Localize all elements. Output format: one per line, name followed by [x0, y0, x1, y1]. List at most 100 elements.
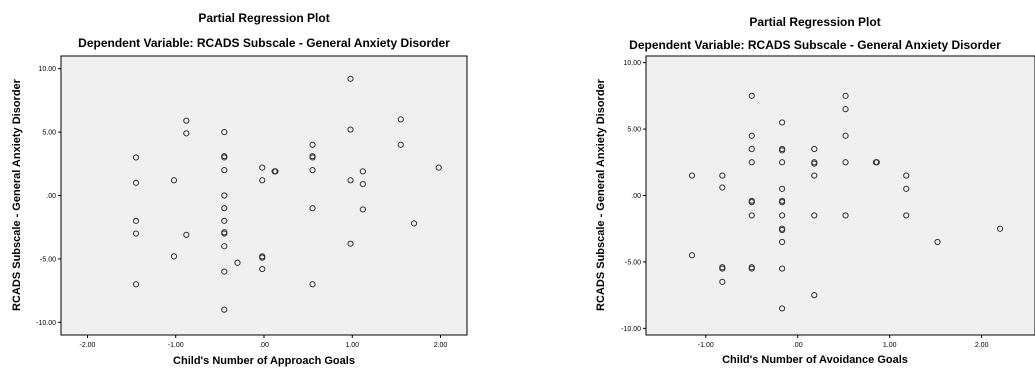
- data-point: [688, 252, 696, 259]
- data-point: [183, 130, 190, 137]
- axis-ticks: -1.00 .00 1.00 2.00 -10.00 -5.00 .00 5.00 10.00: [621, 60, 988, 349]
- data-points: [688, 92, 1004, 312]
- y-tick-label: .00: [631, 193, 641, 200]
- data-point: [347, 75, 354, 82]
- data-point: [183, 117, 190, 124]
- data-point: [132, 230, 140, 237]
- data-point: [748, 145, 755, 153]
- chart-title: Partial Regression Plot: [749, 15, 880, 29]
- data-point: [170, 177, 178, 184]
- chart-subtitle: Dependent Variable: RCADS Subscale - Gen…: [629, 38, 1001, 52]
- data-point: [359, 180, 366, 188]
- y-tick-label: 5.00: [42, 130, 56, 137]
- data-point: [811, 145, 818, 153]
- data-point: [719, 184, 726, 191]
- data-point: [842, 106, 849, 113]
- x-tick-label: .00: [259, 342, 269, 349]
- data-point: [259, 265, 266, 273]
- data-point: [779, 226, 786, 234]
- data-point: [779, 238, 786, 246]
- data-point: [347, 240, 354, 247]
- data-point: [221, 192, 228, 199]
- data-point: [842, 159, 849, 166]
- y-tick-label: 10.00: [623, 60, 641, 67]
- data-point: [934, 238, 941, 246]
- data-point: [132, 217, 140, 224]
- data-point: [221, 268, 228, 275]
- chart-panel-avoidance: Partial Regression Plot Dependent Variab…: [590, 0, 1035, 369]
- data-point: [903, 212, 910, 219]
- data-point: [688, 172, 696, 179]
- data-point: [748, 199, 755, 206]
- x-tick-label: 1.00: [345, 342, 359, 349]
- data-point: [779, 265, 786, 272]
- x-axis-title: Child's Number of Avoidance Goals: [722, 354, 908, 366]
- x-tick-label: .00: [793, 342, 803, 349]
- data-point: [779, 159, 786, 166]
- x-tick-label: 1.00: [883, 342, 897, 349]
- data-point: [748, 212, 755, 219]
- data-point: [359, 206, 366, 213]
- data-point: [842, 212, 849, 219]
- axis-ticks: -2.00 -1.00 .00 1.00 2.00 -10.00 -5.00 .00 5.00 1…: [36, 66, 447, 349]
- data-point: [259, 164, 266, 171]
- data-point: [309, 154, 316, 161]
- data-point: [811, 292, 818, 299]
- x-tick-label: 2.00: [975, 342, 989, 349]
- data-point: [347, 126, 354, 133]
- data-point: [435, 164, 442, 171]
- data-point: [259, 177, 266, 184]
- y-tick-label: .00: [46, 193, 56, 200]
- x-tick-label: -1.00: [168, 342, 184, 349]
- data-point: [397, 141, 404, 148]
- y-axis-title: RCADS Subscale - General Anxiety Disorde…: [595, 78, 607, 311]
- plot-area: [645, 55, 1035, 336]
- data-point: [221, 306, 228, 313]
- data-point: [811, 172, 818, 179]
- y-tick-label: -5.00: [625, 259, 641, 266]
- data-point: [132, 154, 140, 161]
- data-point: [779, 305, 786, 312]
- data-point: [903, 185, 910, 192]
- y-tick-label: 10.00: [38, 66, 56, 73]
- data-point: [719, 172, 726, 179]
- data-point: [309, 281, 316, 288]
- data-point: [719, 278, 726, 285]
- data-point: [221, 154, 228, 161]
- data-point: [779, 147, 786, 154]
- data-point: [309, 205, 316, 212]
- data-point: [873, 159, 880, 166]
- data-point: [132, 179, 140, 186]
- data-point: [234, 259, 241, 266]
- data-point: [779, 199, 786, 206]
- data-point: [170, 253, 178, 260]
- y-axis-title: RCADS Subscale - General Anxiety Disorde…: [11, 78, 23, 311]
- chart-approach-goals: Partial Regression Plot Dependent Variab…: [11, 11, 468, 367]
- data-point: [811, 212, 818, 219]
- data-point: [842, 132, 849, 139]
- data-point: [132, 281, 140, 288]
- x-tick-label: -2.00: [79, 342, 95, 349]
- data-point: [259, 254, 266, 261]
- data-point: [779, 185, 786, 192]
- x-tick-label: 2.00: [434, 342, 448, 349]
- chart-panel-approach: Partial Regression Plot Dependent Variab…: [0, 0, 478, 369]
- chart-title: Partial Regression Plot: [198, 11, 329, 25]
- data-point: [221, 217, 228, 224]
- data-point: [221, 205, 228, 212]
- y-tick-label: -10.00: [621, 326, 641, 333]
- data-point: [779, 119, 786, 126]
- data-point: [221, 230, 228, 237]
- data-point: [347, 177, 354, 184]
- data-point: [309, 167, 316, 174]
- y-tick-label: -5.00: [40, 256, 56, 263]
- data-point: [221, 243, 228, 250]
- data-point: [183, 231, 190, 238]
- data-point: [221, 167, 228, 174]
- y-tick-label: -10.00: [36, 320, 56, 327]
- data-point: [359, 168, 366, 175]
- chart-subtitle: Dependent Variable: RCADS Subscale - Gen…: [78, 36, 450, 50]
- data-point: [779, 212, 786, 219]
- plot-area: [60, 55, 468, 336]
- data-points: [132, 75, 442, 313]
